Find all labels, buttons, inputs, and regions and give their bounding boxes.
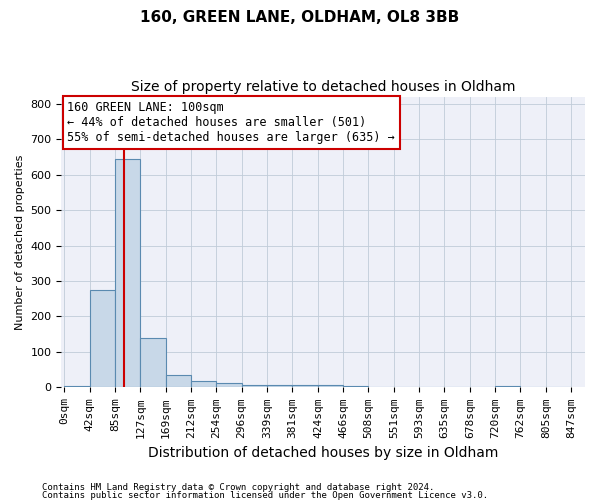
Bar	[166, 375, 191, 388]
Bar	[267, 384, 292, 388]
Bar	[318, 384, 343, 388]
Bar	[89, 290, 115, 388]
Title: Size of property relative to detached houses in Oldham: Size of property relative to detached ho…	[131, 80, 515, 94]
Bar	[140, 338, 166, 388]
Text: Contains public sector information licensed under the Open Government Licence v3: Contains public sector information licen…	[42, 490, 488, 500]
Y-axis label: Number of detached properties: Number of detached properties	[15, 154, 25, 330]
Bar	[64, 386, 89, 388]
Text: 160 GREEN LANE: 100sqm
← 44% of detached houses are smaller (501)
55% of semi-de: 160 GREEN LANE: 100sqm ← 44% of detached…	[67, 101, 395, 144]
X-axis label: Distribution of detached houses by size in Oldham: Distribution of detached houses by size …	[148, 446, 499, 460]
Bar	[343, 386, 368, 388]
Bar	[292, 384, 317, 388]
Bar	[191, 381, 217, 388]
Text: 160, GREEN LANE, OLDHAM, OL8 3BB: 160, GREEN LANE, OLDHAM, OL8 3BB	[140, 10, 460, 25]
Bar	[217, 383, 242, 388]
Bar	[242, 384, 266, 388]
Bar	[115, 158, 140, 388]
Text: Contains HM Land Registry data © Crown copyright and database right 2024.: Contains HM Land Registry data © Crown c…	[42, 484, 434, 492]
Bar	[495, 386, 520, 388]
